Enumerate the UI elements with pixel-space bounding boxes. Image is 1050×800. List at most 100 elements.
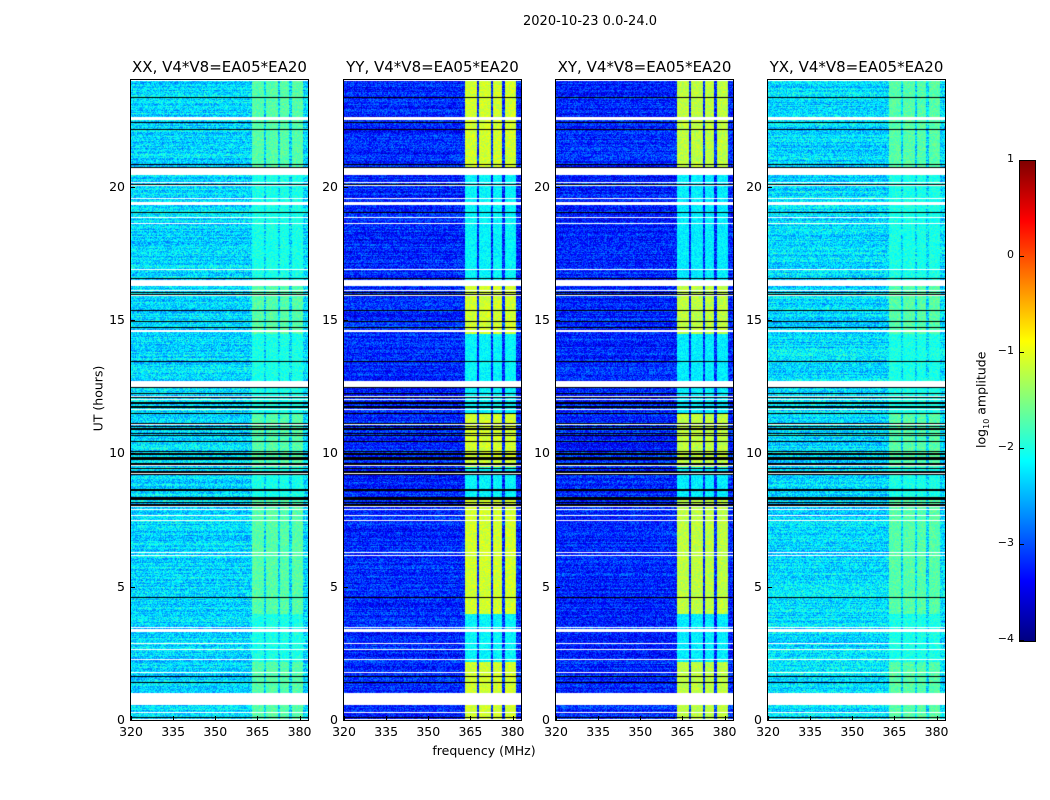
spectrogram-panel-yy [343,79,522,721]
y-tick-label: 15 [109,312,125,327]
x-tick-mark [768,716,769,720]
x-tick-label: 365 [670,724,695,739]
y-tick-label: 5 [754,578,762,594]
x-tick-label: 350 [203,724,228,739]
heatmap-canvas [556,80,733,720]
y-tick-label: 0 [542,712,550,727]
panel-title: YX, V4*V8=EA05*EA20 [769,58,944,76]
x-tick-mark [386,716,388,720]
x-tick-label: 350 [840,724,865,739]
x-tick-label: 335 [586,724,611,739]
x-tick-label: 380 [500,724,525,739]
heatmap-canvas [131,80,308,720]
x-tick-label: 380 [712,724,737,739]
y-tick-label: 0 [117,712,125,727]
colorbar-tick-label: −3 [997,536,1014,549]
y-tick-mark [131,320,135,321]
y-tick-label: 10 [746,445,762,461]
x-tick-mark [936,716,938,720]
y-tick-label: 5 [330,578,338,594]
y-tick-label: 20 [746,178,762,194]
y-tick-label: 20 [534,178,550,194]
x-tick-label: 335 [374,724,399,739]
x-tick-mark [852,716,854,720]
y-tick-mark [344,186,348,188]
x-tick-label: 365 [458,724,483,739]
y-tick-mark [131,720,135,721]
colorbar-label-sub: 10 [981,418,991,429]
y-tick-mark [131,586,135,588]
y-tick-label: 10 [322,445,338,461]
x-tick-mark [173,716,175,720]
x-tick-label: 365 [245,724,270,739]
colorbar-tick-mark [1020,544,1024,545]
y-tick-mark [768,186,772,188]
x-tick-mark [257,716,259,720]
y-tick-label: 10 [534,445,550,461]
x-axis-label: frequency (MHz) [432,743,536,758]
x-tick-mark [724,716,726,720]
colorbar-tick-label: 0 [1007,248,1014,261]
x-tick-mark [428,716,430,720]
y-tick-mark [344,586,348,588]
y-tick-label: 15 [322,312,338,327]
colorbar [1019,160,1036,642]
y-axis-label: UT (hours) [90,365,106,432]
y-tick-label: 20 [322,178,338,194]
spectrogram-panel-xy [555,79,734,721]
x-tick-mark [682,716,684,720]
x-tick-label: 380 [924,724,949,739]
y-tick-label: 0 [754,712,762,727]
y-tick-mark [344,320,348,321]
x-tick-label: 320 [119,724,143,739]
heatmap-canvas [768,80,945,720]
x-tick-mark [810,716,812,720]
x-tick-label: 350 [416,724,441,739]
x-tick-label: 365 [882,724,907,739]
spectrogram-panel-yx [767,79,946,721]
y-tick-mark [768,720,772,721]
x-tick-label: 380 [287,724,312,739]
x-tick-label: 320 [332,724,356,739]
x-tick-mark [299,716,301,720]
heatmap-canvas [344,80,521,720]
x-tick-mark [598,716,600,720]
y-tick-mark [556,586,560,588]
x-tick-label: 320 [544,724,568,739]
colorbar-tick-label: −2 [997,440,1014,453]
colorbar-tick-label: 1 [1007,152,1014,165]
y-tick-mark [556,720,560,721]
y-tick-label: 5 [542,578,550,594]
colorbar-label-text: amplitude [973,351,989,419]
y-tick-mark [768,453,772,455]
y-tick-mark [344,453,348,455]
x-tick-mark [640,716,642,720]
colorbar-tick-mark [1020,160,1024,161]
figure-suptitle: 2020-10-23 0.0-24.0 [523,14,657,29]
y-tick-label: 5 [117,578,125,594]
x-tick-mark [344,716,345,720]
x-tick-label: 350 [628,724,653,739]
colorbar-tick-label: −1 [997,344,1014,357]
y-tick-mark [768,586,772,588]
panel-title: XX, V4*V8=EA05*EA20 [132,58,307,76]
colorbar-tick-mark [1020,352,1024,353]
x-tick-label: 335 [161,724,186,739]
x-tick-label: 335 [798,724,823,739]
colorbar-tick-mark [1020,448,1024,449]
y-tick-label: 0 [330,712,338,727]
y-tick-mark [556,453,560,455]
y-tick-label: 15 [746,312,762,327]
colorbar-tick-mark [1020,640,1024,641]
x-tick-mark [215,716,217,720]
colorbar-tick-label: −4 [997,632,1014,645]
panel-title: YY, V4*V8=EA05*EA20 [346,58,519,76]
x-tick-mark [894,716,896,720]
y-tick-label: 10 [109,445,125,461]
x-tick-label: 320 [756,724,780,739]
y-tick-mark [344,720,348,721]
x-tick-mark [512,716,514,720]
y-tick-mark [768,320,772,321]
x-tick-mark [556,716,557,720]
